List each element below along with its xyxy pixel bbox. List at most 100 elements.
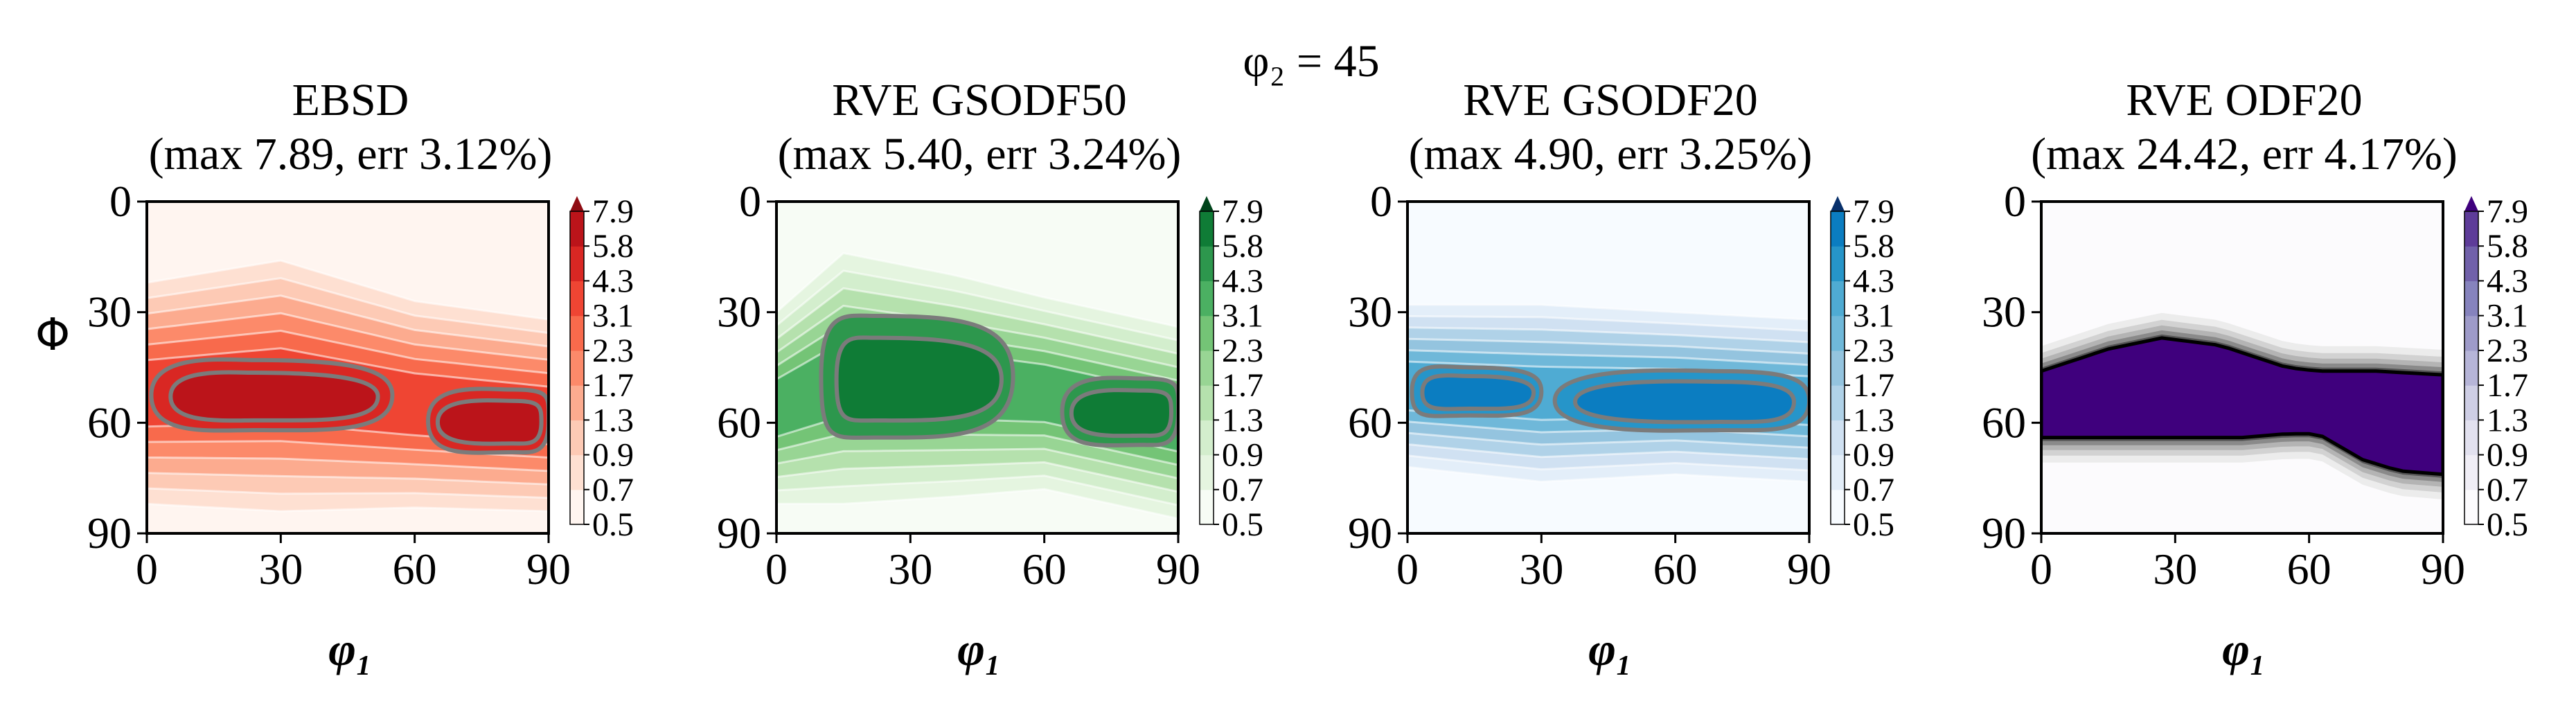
y-tick-label: 90 <box>717 508 761 558</box>
colorbar-tick-label: 0.5 <box>1222 506 1263 543</box>
contour-core-level-8 <box>1573 379 1796 425</box>
y-tick-label: 60 <box>717 398 761 447</box>
panel-title: RVE GSODF50 <box>832 75 1127 125</box>
colorbar-tick-label: 0.9 <box>592 437 634 474</box>
panel-title: RVE GSODF20 <box>1463 75 1758 125</box>
colorbar-tick-label: 1.3 <box>1853 402 1894 438</box>
colorbar-tick-label: 0.5 <box>1853 506 1894 543</box>
colorbar-tick-label: 0.9 <box>1853 437 1894 474</box>
colorbar-segment <box>570 420 584 456</box>
colorbar-tick-label: 3.1 <box>1222 298 1263 335</box>
y-tick-label: 0 <box>2004 177 2026 226</box>
colorbar-segment <box>2464 420 2478 456</box>
y-tick-label: 90 <box>1982 508 2026 558</box>
contour-core-level-8 <box>1420 373 1536 411</box>
x-axis-label: φ₁ <box>328 623 372 675</box>
y-tick-label: 60 <box>1348 398 1392 447</box>
colorbar-tick-label: 5.8 <box>1853 228 1894 265</box>
colorbar-segment <box>2464 350 2478 386</box>
x-axis-ticks: 0 30 60 90 <box>765 533 1200 594</box>
y-tick-label: 60 <box>1982 398 2026 447</box>
y-tick-label: 60 <box>87 398 132 447</box>
colorbar-tick-label: 4.3 <box>1222 263 1263 299</box>
colorbar-segment <box>1200 454 1214 490</box>
colorbar-frame <box>1199 211 1214 525</box>
x-tick-label: 90 <box>526 544 571 594</box>
y-axis-ticks: 0 30 60 90 <box>717 177 776 558</box>
x-axis-ticks: 0 30 60 90 <box>136 533 571 594</box>
contour-core-level-8 <box>168 370 380 423</box>
colorbar-segment <box>570 211 584 247</box>
x-tick-label: 60 <box>1022 544 1067 594</box>
x-tick-label: 0 <box>136 544 158 594</box>
y-tick-label: 30 <box>87 287 132 337</box>
x-tick-label: 90 <box>2421 544 2465 594</box>
colorbar-frame <box>1830 211 1845 525</box>
plot-frame <box>775 200 1180 535</box>
x-tick-label: 30 <box>1519 544 1563 594</box>
colorbar-segment <box>1200 281 1214 317</box>
y-tick-label: 30 <box>1348 287 1392 337</box>
contour-core-level-8 <box>435 398 544 446</box>
colorbar-tick-label: 7.9 <box>2487 193 2528 230</box>
chart-panel-odf20: RVE ODF20 (max 24.42, err 4.17%) 0 30 60 90… <box>1982 75 2528 675</box>
colorbar-tick-label: 2.3 <box>2487 332 2528 369</box>
x-tick-label: 90 <box>1787 544 1831 594</box>
colorbar-tick-label: 3.1 <box>592 298 634 335</box>
y-tick-label: 90 <box>87 508 132 558</box>
colorbar-segment <box>2464 315 2478 351</box>
y-tick-label: 30 <box>1982 287 2026 337</box>
colorbar-tick-label: 5.8 <box>1222 228 1263 265</box>
y-tick-label: 0 <box>739 177 761 226</box>
x-axis-label: φ₁ <box>2222 623 2266 675</box>
colorbar-tick-label: 7.9 <box>1222 193 1263 230</box>
colorbar-tick-label: 0.7 <box>1222 472 1263 508</box>
x-tick-label: 30 <box>888 544 932 594</box>
colorbar-tick-label: 0.5 <box>2487 506 2528 543</box>
colorbar-tick-label: 0.7 <box>2487 472 2528 508</box>
colorbar-tick-label: 7.9 <box>1853 193 1894 230</box>
contour-plot-area <box>776 202 1178 533</box>
colorbar: 0.50.70.91.31.72.33.14.35.87.9 <box>1199 193 1263 543</box>
colorbar-segment <box>1200 385 1214 420</box>
colorbar-segment <box>1200 211 1214 247</box>
x-axis-ticks: 0 30 60 90 <box>1396 533 1831 594</box>
x-axis-label: φ₁ <box>1588 623 1632 675</box>
colorbar-tick-label: 5.8 <box>2487 228 2528 265</box>
colorbar-segment <box>2464 385 2478 420</box>
colorbar-tick-label: 0.9 <box>2487 437 2528 474</box>
colorbar-tick-label: 4.3 <box>592 263 634 299</box>
colorbar-tick-label: 2.3 <box>1222 332 1263 369</box>
y-tick-label: 90 <box>1348 508 1392 558</box>
colorbar-tick-label: 1.3 <box>592 402 634 438</box>
colorbar-segment <box>1200 315 1214 351</box>
colorbar-tick-label: 1.3 <box>2487 402 2528 438</box>
colorbar-segment <box>1831 385 1845 420</box>
chart-panel-gsodf50: RVE GSODF50 (max 5.40, err 3.24%) 0 30 60 9… <box>717 75 1263 675</box>
contour-plot-area <box>2041 202 2443 533</box>
y-axis-ticks: 0 30 60 90 <box>87 177 147 558</box>
colorbar: 0.50.70.91.31.72.33.14.35.87.9 <box>1830 193 1894 543</box>
colorbar-segment <box>570 350 584 386</box>
colorbar-segment <box>570 454 584 490</box>
contour-plot-area <box>147 202 549 533</box>
colorbar-tick-label: 3.1 <box>1853 298 1894 335</box>
contour-plot-area <box>1407 202 1809 533</box>
x-axis-label: φ₁ <box>957 623 1001 675</box>
y-axis-ticks: 0 30 60 90 <box>1982 177 2041 558</box>
colorbar-tick-label: 7.9 <box>592 193 634 230</box>
x-tick-label: 90 <box>1156 544 1200 594</box>
colorbar-segment <box>2464 489 2478 525</box>
x-axis-ticks: 0 30 60 90 <box>2030 533 2465 594</box>
chart-panel-ebsd: EBSD (max 7.89, err 3.12%) 0 30 60 90 0 30 60… <box>87 75 634 675</box>
x-tick-label: 60 <box>393 544 437 594</box>
colorbar-tick-label: 1.7 <box>1853 367 1894 404</box>
plot-frame <box>1406 200 1811 535</box>
y-axis-label: Φ <box>35 310 70 361</box>
x-tick-label: 60 <box>2287 544 2331 594</box>
colorbar-segment <box>570 489 584 525</box>
panel-title: RVE ODF20 <box>2126 75 2362 125</box>
colorbar-segment <box>570 315 584 351</box>
colorbar-frame <box>569 211 585 525</box>
colorbar-segment <box>1831 315 1845 351</box>
